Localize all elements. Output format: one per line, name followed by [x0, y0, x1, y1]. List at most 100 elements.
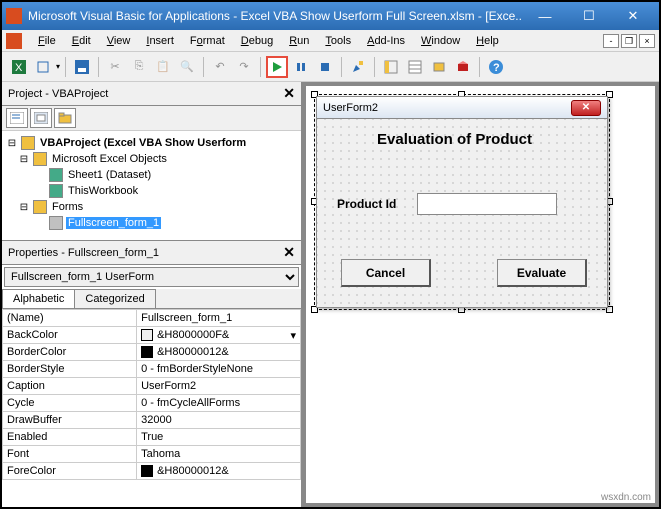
- menu-addins[interactable]: Add-Ins: [359, 33, 413, 49]
- tree-fullscreen-form[interactable]: Fullscreen_form_1: [66, 217, 161, 229]
- userform-heading-label: Evaluation of Product: [377, 131, 532, 148]
- view-excel-button[interactable]: X: [8, 56, 30, 78]
- run-button[interactable]: [266, 56, 288, 78]
- project-tree[interactable]: ⊟VBAProject (Excel VBA Show Userform ⊟Mi…: [2, 131, 301, 241]
- workbook-icon: [49, 184, 63, 198]
- object-browser-button[interactable]: [428, 56, 450, 78]
- folder-icon: [33, 152, 47, 166]
- product-id-label: Product Id: [337, 197, 396, 211]
- prop-value[interactable]: True: [137, 429, 301, 446]
- form-designer-area: UserForm2 ✕ Evaluation of Product Produc…: [302, 82, 659, 507]
- close-button[interactable]: ✕: [611, 4, 655, 28]
- prop-name[interactable]: Cycle: [3, 395, 137, 412]
- menu-view[interactable]: View: [99, 33, 139, 49]
- form-icon: [49, 216, 63, 230]
- mdi-restore-button[interactable]: ❐: [621, 34, 637, 48]
- reset-button[interactable]: [314, 56, 336, 78]
- prop-name[interactable]: BorderColor: [3, 344, 137, 361]
- properties-button[interactable]: [404, 56, 426, 78]
- tree-thisworkbook[interactable]: ThisWorkbook: [66, 185, 140, 197]
- minimize-button[interactable]: —: [523, 4, 567, 28]
- help-button[interactable]: ?: [485, 56, 507, 78]
- toolbar: X ▾ ✂ ⎘ 📋 🔍 ↶ ↷ ?: [2, 52, 659, 82]
- tree-folder-excel-objects[interactable]: Microsoft Excel Objects: [50, 153, 169, 165]
- cut-button[interactable]: ✂: [104, 56, 126, 78]
- prop-name[interactable]: Enabled: [3, 429, 137, 446]
- tree-folder-forms[interactable]: Forms: [50, 201, 85, 213]
- menu-help[interactable]: Help: [468, 33, 507, 49]
- prop-value[interactable]: &H80000012&: [137, 344, 301, 361]
- menu-tools[interactable]: Tools: [317, 33, 359, 49]
- prop-name[interactable]: DrawBuffer: [3, 412, 137, 429]
- prop-value[interactable]: Fullscreen_form_1: [137, 310, 301, 327]
- undo-button[interactable]: ↶: [209, 56, 231, 78]
- menu-file[interactable]: File: [30, 33, 64, 49]
- menu-format[interactable]: Format: [182, 33, 233, 49]
- maximize-button[interactable]: ☐: [567, 4, 611, 28]
- prop-value[interactable]: 0 - fmCycleAllForms: [137, 395, 301, 412]
- menu-bar: File Edit View Insert Format Debug Run T…: [2, 30, 659, 52]
- project-pane-title: Project - VBAProject ✕: [2, 82, 301, 106]
- view-code-button[interactable]: [6, 108, 28, 128]
- project-icon: [21, 136, 35, 150]
- properties-pane-close-button[interactable]: ✕: [283, 244, 295, 261]
- prop-value[interactable]: &H80000012&: [137, 463, 301, 480]
- insert-button[interactable]: [32, 56, 54, 78]
- properties-grid[interactable]: (Name)Fullscreen_form_1BackColor&H800000…: [2, 308, 301, 507]
- properties-tabs: Alphabetic Categorized: [2, 289, 301, 308]
- menu-edit[interactable]: Edit: [64, 33, 99, 49]
- tab-alphabetic[interactable]: Alphabetic: [2, 289, 75, 308]
- find-button[interactable]: 🔍: [176, 56, 198, 78]
- evaluate-button[interactable]: Evaluate: [497, 259, 587, 287]
- project-explorer-button[interactable]: [380, 56, 402, 78]
- folder-icon: [33, 200, 47, 214]
- menu-insert[interactable]: Insert: [138, 33, 182, 49]
- tab-categorized[interactable]: Categorized: [74, 289, 155, 308]
- prop-name[interactable]: BackColor: [3, 327, 137, 344]
- window-title: Microsoft Visual Basic for Applications …: [28, 9, 523, 23]
- properties-pane-title: Properties - Fullscreen_form_1 ✕: [2, 241, 301, 265]
- prop-value[interactable]: &H8000000F& ▾: [137, 327, 301, 344]
- userform-designer[interactable]: UserForm2 ✕ Evaluation of Product Produc…: [316, 96, 608, 308]
- properties-object-selector[interactable]: Fullscreen_form_1 UserForm: [4, 267, 299, 287]
- svg-text:?: ?: [493, 62, 500, 74]
- redo-button[interactable]: ↷: [233, 56, 255, 78]
- menu-run[interactable]: Run: [281, 33, 317, 49]
- mdi-minimize-button[interactable]: -: [603, 34, 619, 48]
- userform-close-button[interactable]: ✕: [571, 100, 601, 116]
- save-button[interactable]: [71, 56, 93, 78]
- design-mode-button[interactable]: [347, 56, 369, 78]
- product-id-input[interactable]: [417, 193, 557, 215]
- prop-value[interactable]: 32000: [137, 412, 301, 429]
- svg-text:X: X: [15, 62, 23, 74]
- prop-value[interactable]: Tahoma: [137, 446, 301, 463]
- project-pane-toolbar: [2, 106, 301, 131]
- prop-name[interactable]: Font: [3, 446, 137, 463]
- properties-pane-label: Properties - Fullscreen_form_1: [8, 247, 159, 259]
- project-pane-close-button[interactable]: ✕: [283, 85, 295, 102]
- prop-name[interactable]: ForeColor: [3, 463, 137, 480]
- prop-value[interactable]: 0 - fmBorderStyleNone: [137, 361, 301, 378]
- prop-name[interactable]: BorderStyle: [3, 361, 137, 378]
- design-surface[interactable]: UserForm2 ✕ Evaluation of Product Produc…: [306, 86, 655, 503]
- break-button[interactable]: [290, 56, 312, 78]
- toolbox-button[interactable]: [452, 56, 474, 78]
- menu-debug[interactable]: Debug: [233, 33, 281, 49]
- userform-body[interactable]: Evaluation of Product Product Id Cancel …: [317, 119, 607, 307]
- mdi-close-button[interactable]: ×: [639, 34, 655, 48]
- watermark: wsxdn.com: [601, 492, 651, 503]
- tree-sheet1[interactable]: Sheet1 (Dataset): [66, 169, 153, 181]
- toggle-folders-button[interactable]: [54, 108, 76, 128]
- view-object-button[interactable]: [30, 108, 52, 128]
- app-icon: [6, 8, 22, 24]
- menu-window[interactable]: Window: [413, 33, 468, 49]
- prop-name[interactable]: (Name): [3, 310, 137, 327]
- paste-button[interactable]: 📋: [152, 56, 174, 78]
- sheet-icon: [49, 168, 63, 182]
- prop-name[interactable]: Caption: [3, 378, 137, 395]
- copy-button[interactable]: ⎘: [128, 56, 150, 78]
- prop-value[interactable]: UserForm2: [137, 378, 301, 395]
- userform-titlebar: UserForm2 ✕: [317, 97, 607, 119]
- cancel-button[interactable]: Cancel: [341, 259, 431, 287]
- tree-project-root[interactable]: VBAProject (Excel VBA Show Userform: [38, 137, 248, 149]
